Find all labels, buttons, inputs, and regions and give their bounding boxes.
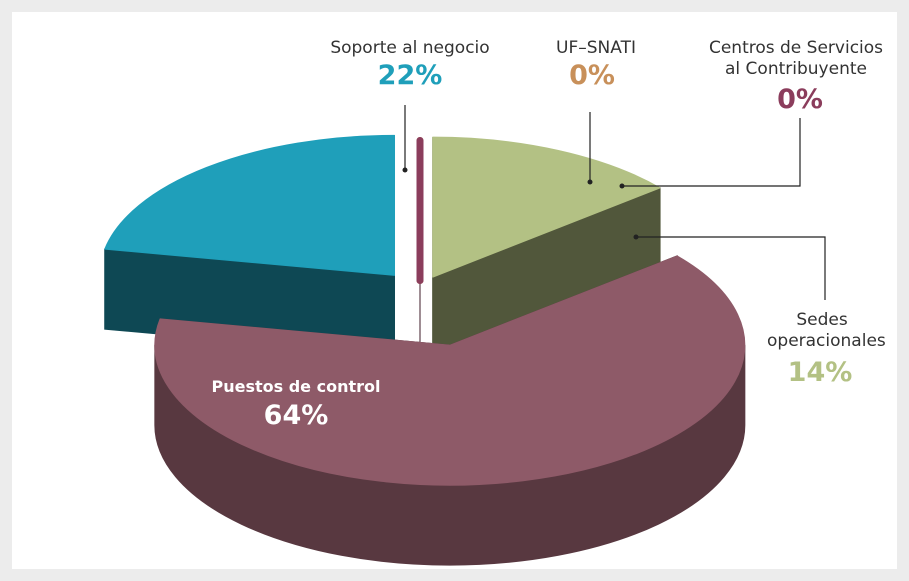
slice-value: 0% [569, 60, 615, 91]
slice [154, 255, 746, 486]
slice-value: 0% [777, 84, 823, 115]
leader-dot [633, 234, 639, 240]
slice-label: Puestos de control [211, 377, 381, 396]
slice [432, 136, 661, 278]
slice-value: 64% [263, 400, 329, 431]
slice-label: Sedes operacionales [767, 310, 886, 351]
leader-dot [619, 183, 625, 189]
slice-value: 14% [787, 357, 853, 388]
leader-dot [402, 167, 408, 173]
slice-label: Soporte al negocio [330, 38, 490, 58]
slice-label: UF–SNATI [556, 38, 636, 58]
leader-line [622, 118, 801, 187]
slice-label: Centros de Servicios al Contribuyente [708, 38, 884, 79]
slice-value: 22% [377, 60, 443, 91]
leader-dot [587, 179, 593, 185]
leader-line [636, 236, 826, 300]
slice [104, 134, 396, 276]
